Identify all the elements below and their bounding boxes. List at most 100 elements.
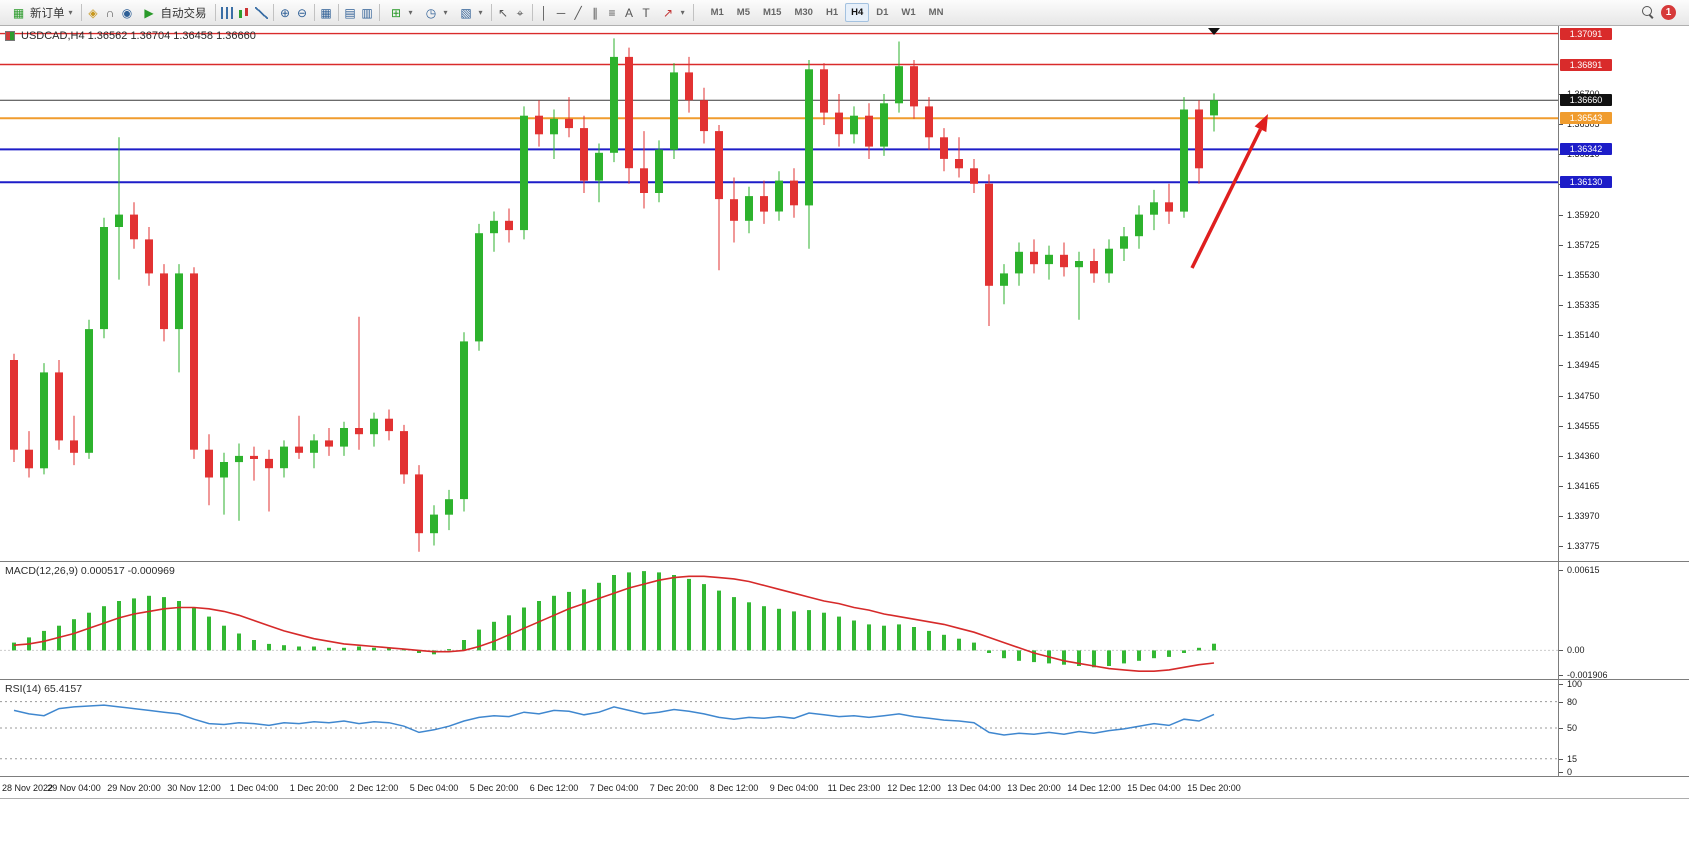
candlestick-chart[interactable] bbox=[0, 26, 1558, 561]
new-order-button[interactable]: ▦ 新订单 ▾ bbox=[5, 2, 78, 23]
time-axis-label: 15 Dec 20:00 bbox=[1187, 783, 1241, 793]
macd-histogram-bar bbox=[1092, 650, 1096, 668]
candle-body bbox=[580, 128, 588, 181]
candle-body bbox=[895, 66, 903, 104]
macd-histogram-bar bbox=[642, 571, 646, 651]
macd-histogram-bar bbox=[72, 619, 76, 651]
tile-windows-icon[interactable]: ▦ bbox=[320, 5, 332, 20]
time-axis[interactable]: 28 Nov 2022 29 Nov 04:00 29 Nov 20:00 30 No… bbox=[0, 777, 1689, 799]
time-axis-label: 1 Dec 20:00 bbox=[289, 783, 339, 793]
notification-badge[interactable]: 1 bbox=[1661, 5, 1676, 20]
candle-body bbox=[1150, 202, 1158, 215]
timeframe-m30[interactable]: M30 bbox=[794, 7, 813, 18]
new-chart-button[interactable]: ⊞ ▾ bbox=[383, 2, 418, 23]
candle-body bbox=[715, 131, 723, 200]
macd-histogram-bar bbox=[582, 589, 586, 651]
macd-histogram-bar bbox=[807, 610, 811, 651]
macd-pane[interactable]: 0.00615 0.00 -0.001906 MACD(12,26,9) 0.000… bbox=[0, 562, 1689, 680]
periods-button[interactable]: ◷ ▾ bbox=[418, 2, 453, 23]
search-icon[interactable] bbox=[1640, 4, 1657, 21]
macd-histogram-bar bbox=[747, 602, 751, 651]
timeframe-m5[interactable]: M5 bbox=[736, 7, 750, 18]
timeframe-h1[interactable]: H1 bbox=[825, 7, 839, 18]
candle-body bbox=[910, 66, 918, 107]
new-chart-icon: ⊞ bbox=[390, 5, 402, 20]
time-axis-label: 15 Dec 04:00 bbox=[1127, 783, 1181, 793]
zoom-in-icon[interactable]: ⊕ bbox=[279, 5, 291, 20]
candlestick-chart-icon[interactable] bbox=[236, 4, 253, 21]
templates-icon: ▧ bbox=[460, 5, 472, 20]
price-axis-label: 1.34165 bbox=[1567, 481, 1600, 491]
macd-histogram-bar bbox=[972, 642, 976, 651]
trend-arrow-head bbox=[1254, 114, 1268, 133]
cursor-icon[interactable]: ↖ bbox=[498, 5, 509, 20]
candle-body bbox=[985, 183, 993, 286]
macd-histogram-bar bbox=[777, 608, 781, 651]
price-axis-label: 1.35725 bbox=[1567, 239, 1600, 250]
timeframe-h4[interactable]: H4 bbox=[845, 3, 870, 22]
line-chart-icon[interactable] bbox=[253, 4, 270, 21]
macd-histogram-bar bbox=[732, 597, 736, 651]
arrows-tool-button[interactable]: ↗ ▾ bbox=[655, 2, 690, 23]
rsi-chart[interactable] bbox=[0, 680, 1558, 776]
candle-body bbox=[535, 115, 543, 135]
horizontal-line-tool-icon[interactable]: ─ bbox=[556, 5, 566, 20]
price-axis-tick bbox=[1559, 214, 1563, 216]
macd-histogram-bar bbox=[312, 646, 316, 651]
toolbar-separator bbox=[531, 4, 533, 21]
time-axis-label: 29 Nov 04:00 bbox=[47, 783, 101, 793]
macd-histogram-bar bbox=[897, 624, 901, 651]
data-window-icon[interactable]: ▥ bbox=[361, 5, 373, 20]
macd-histogram-bar bbox=[162, 597, 166, 651]
crosshair-icon[interactable]: ⌖ bbox=[516, 5, 524, 20]
macd-axis: 0.00615 0.00 -0.001906 bbox=[1558, 562, 1689, 680]
trendline-tool-icon[interactable]: ╱ bbox=[574, 5, 582, 20]
macd-axis-tick bbox=[1559, 650, 1563, 652]
compass-icon[interactable]: ◈ bbox=[88, 5, 98, 20]
timeframe-w1[interactable]: W1 bbox=[901, 7, 916, 18]
time-axis-label: 28 Nov 2022 bbox=[2, 783, 54, 793]
current-bar-marker bbox=[1208, 28, 1220, 35]
fibonacci-tool-icon[interactable]: ≡ bbox=[608, 5, 616, 20]
rsi-axis-label: 50 bbox=[1567, 723, 1578, 733]
macd-histogram-bar bbox=[477, 629, 481, 651]
timeframe-m15[interactable]: M15 bbox=[762, 7, 782, 18]
candle-body bbox=[820, 69, 828, 113]
rsi-axis-label: 0 bbox=[1567, 767, 1573, 777]
rsi-axis-label: 80 bbox=[1567, 696, 1578, 707]
price-axis: 1.367001.365051.363101.361151.359201.357… bbox=[1558, 26, 1689, 561]
bar-chart-icon[interactable] bbox=[219, 4, 236, 21]
toolbar-separator bbox=[80, 4, 82, 21]
timeframe-mn[interactable]: MN bbox=[928, 7, 944, 18]
vertical-line-tool-icon[interactable]: │ bbox=[540, 5, 548, 20]
price-axis-label: 1.33775 bbox=[1567, 541, 1600, 552]
globe-icon[interactable]: ◉ bbox=[121, 5, 133, 20]
candle-body bbox=[1000, 273, 1008, 286]
navigator-icon[interactable]: ▤ bbox=[344, 5, 356, 20]
rsi-axis-tick bbox=[1559, 701, 1563, 703]
rsi-pane[interactable]: 100 80 50 15 0 RSI(14) 65.4157 bbox=[0, 679, 1689, 777]
trend-arrow[interactable] bbox=[1190, 128, 1263, 269]
macd-histogram-bar bbox=[852, 620, 856, 651]
main-chart-pane[interactable]: 1.367001.365051.363101.361151.359201.357… bbox=[0, 26, 1689, 562]
candle-body bbox=[265, 458, 273, 469]
macd-histogram-bar bbox=[927, 630, 931, 651]
auto-trading-button[interactable]: ▶ 自动交易 bbox=[136, 2, 212, 23]
headset-icon[interactable]: ∩ bbox=[105, 5, 115, 20]
text-tool-icon[interactable]: A bbox=[625, 5, 634, 20]
macd-histogram-bar bbox=[1002, 650, 1006, 659]
symbol-icon bbox=[5, 31, 15, 41]
zoom-out-icon[interactable]: ⊖ bbox=[296, 5, 308, 20]
timeframe-m1[interactable]: M1 bbox=[710, 7, 724, 18]
channel-tool-icon[interactable]: ∥ bbox=[592, 5, 599, 20]
candle-body bbox=[280, 446, 288, 469]
candle-body bbox=[595, 152, 603, 181]
templates-button[interactable]: ▧ ▾ bbox=[453, 2, 488, 23]
macd-histogram-bar bbox=[1152, 650, 1156, 659]
timeframe-d1[interactable]: D1 bbox=[876, 7, 889, 18]
macd-histogram-bar bbox=[597, 582, 601, 651]
label-tool-icon[interactable]: T bbox=[642, 5, 650, 20]
time-axis-label: 14 Dec 12:00 bbox=[1067, 783, 1121, 793]
macd-chart[interactable] bbox=[0, 562, 1558, 679]
macd-histogram-bar bbox=[657, 572, 661, 651]
